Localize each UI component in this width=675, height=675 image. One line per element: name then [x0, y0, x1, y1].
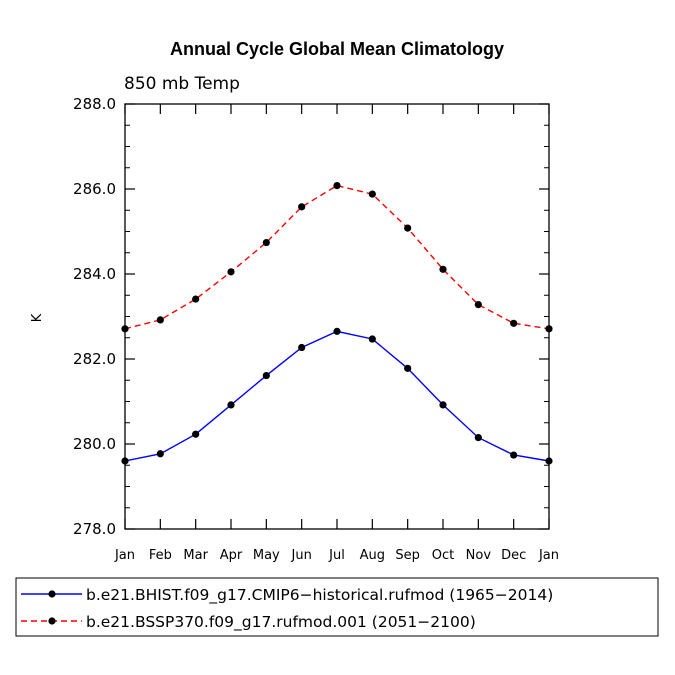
data-point	[545, 325, 553, 333]
x-tick-label: Nov	[466, 548, 492, 563]
data-point	[474, 434, 482, 442]
legend-entry: b.e21.BSSP370.f09_g17.rufmod.001 (2051−2…	[86, 613, 476, 632]
data-point	[333, 182, 341, 190]
data-point	[368, 190, 376, 198]
y-tick-label: 288.0	[73, 95, 116, 113]
x-tick-label: Dec	[501, 548, 526, 563]
data-point	[192, 430, 200, 438]
series-line	[124, 330, 550, 462]
series-line	[124, 184, 550, 330]
chart-subtitle: 850 mb Temp	[124, 74, 240, 94]
data-point	[156, 450, 164, 458]
legend-entry: b.e21.BHIST.f09_g17.CMIP6−historical.ruf…	[86, 586, 553, 605]
x-tick-label: Feb	[149, 548, 172, 563]
y-tick-label: 282.0	[73, 350, 116, 368]
data-point	[404, 364, 412, 372]
y-tick-label: 280.0	[73, 435, 116, 453]
legend-marker	[48, 590, 56, 598]
data-point	[298, 203, 306, 211]
x-tick-label: Mar	[183, 548, 208, 563]
axis-ticks: 278.0 280.0 282.0 284.0 286.0 288.0 Jan Feb Mar A…	[73, 95, 559, 563]
y-tick-label: 284.0	[73, 265, 116, 283]
data-point	[439, 401, 447, 409]
data-point	[121, 457, 129, 465]
data-point	[439, 265, 447, 273]
legend: b.e21.BHIST.f09_g17.CMIP6−historical.ruf…	[15, 577, 659, 637]
data-point	[262, 371, 270, 380]
data-point	[474, 301, 482, 309]
series-2	[121, 182, 553, 333]
data-point	[121, 325, 129, 333]
plot-frame	[124, 103, 550, 530]
plot-border	[124, 103, 550, 530]
x-tick-label: Aug	[360, 548, 385, 563]
data-point	[510, 451, 518, 459]
data-point	[404, 224, 412, 232]
data-point	[368, 335, 376, 343]
data-point	[227, 268, 235, 276]
data-point	[510, 319, 518, 327]
series-1	[121, 327, 553, 465]
data-point	[227, 401, 235, 409]
x-tick-label: Sep	[395, 548, 420, 563]
data-point	[545, 457, 553, 465]
chart-title: Annual Cycle Global Mean Climatology	[170, 39, 504, 59]
x-tick-label: Jul	[328, 548, 345, 563]
data-point	[333, 327, 341, 335]
x-tick-label: Oct	[432, 548, 454, 563]
data-point	[192, 295, 200, 303]
data-point	[298, 343, 306, 352]
legend-marker	[48, 617, 56, 625]
x-tick-label: Jun	[291, 548, 312, 563]
y-axis-label: K	[30, 313, 45, 322]
x-tick-label: May	[253, 548, 280, 563]
data-point	[156, 316, 164, 324]
x-tick-label: Apr	[220, 548, 243, 563]
series-layer	[121, 182, 553, 465]
legend-box	[15, 577, 659, 637]
y-tick-label: 278.0	[73, 520, 116, 538]
y-tick-label: 286.0	[73, 180, 116, 198]
x-tick-label: Jan	[114, 548, 135, 563]
x-tick-label: Jan	[538, 548, 559, 563]
data-point	[262, 238, 270, 247]
